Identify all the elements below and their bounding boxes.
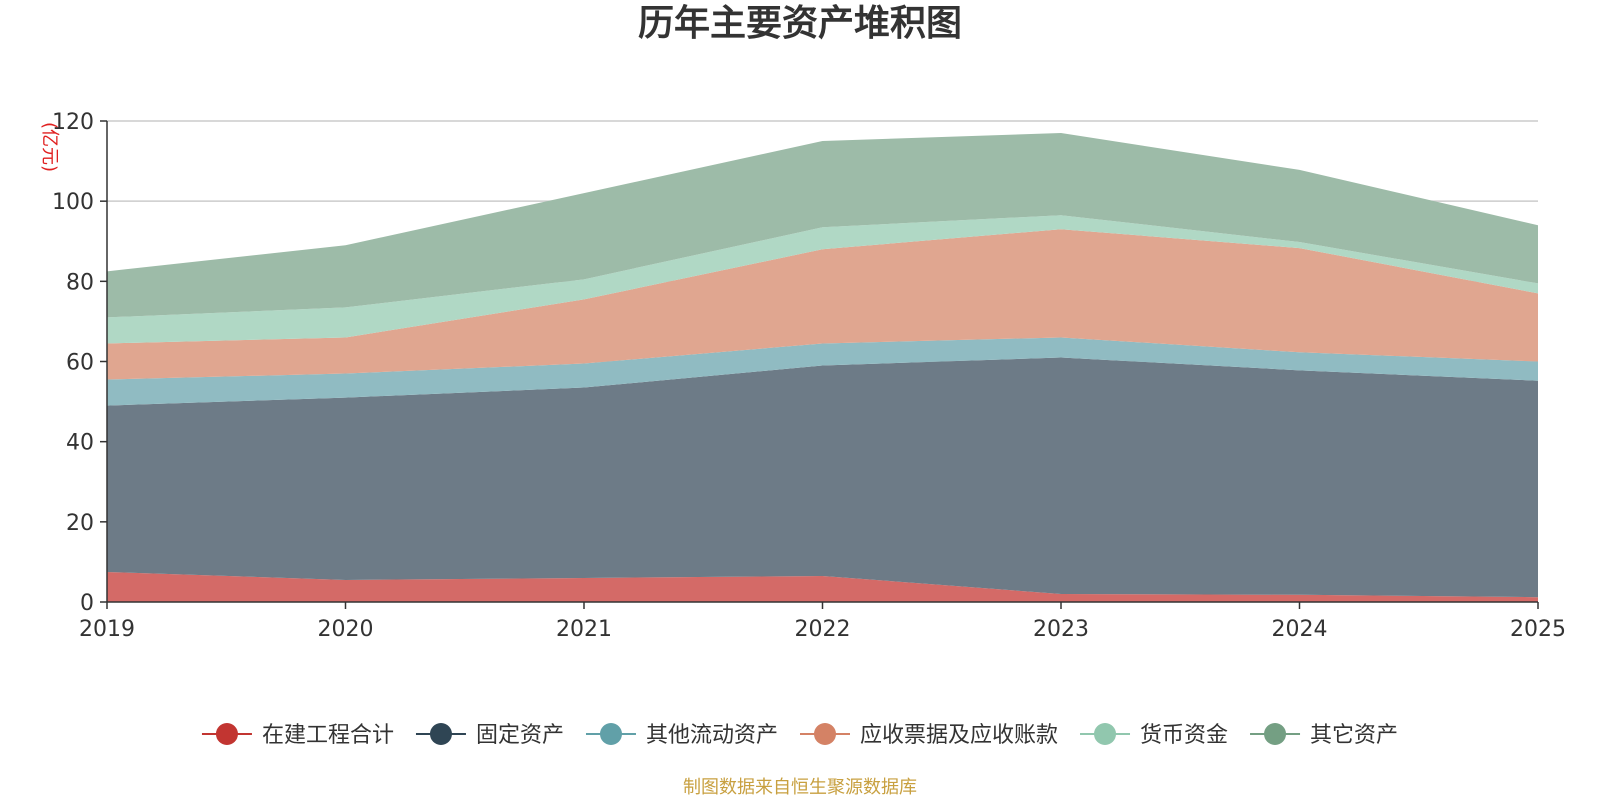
data-point-s5-2025[interactable]	[1535, 222, 1541, 228]
x-tick-label-2023: 2023	[1033, 617, 1089, 642]
area-series-3[interactable]	[107, 229, 1538, 380]
legend: 在建工程合计 固定资产 其他流动资产 应收票据及应收账款 货币资金 其它资产	[201, 723, 1398, 748]
area-series-1[interactable]	[107, 357, 1538, 598]
legend-marker-icon	[814, 723, 836, 745]
data-source-note: 制图数据来自恒生聚源数据库	[683, 777, 917, 798]
x-tick-label-2019: 2019	[79, 617, 135, 642]
area-series-0[interactable]	[107, 571, 1538, 602]
area-series-4[interactable]	[107, 215, 1538, 344]
legend-marker-icon	[429, 723, 452, 745]
legend-marker-icon	[215, 723, 238, 745]
axis-layer: 0 20 40 60 80 100 120 2019 2020 2021 2022 2023 2024 2…	[52, 110, 1566, 642]
x-tick-label-2021: 2021	[556, 617, 612, 642]
y-tick-label-40: 40	[66, 431, 94, 456]
legend-label: 应收票据及应收账款	[860, 723, 1058, 748]
chart-title: 历年主要资产堆积图	[638, 3, 962, 44]
legend-item-2[interactable]: 其他流动资产	[585, 723, 778, 748]
y-tick-label-60: 60	[66, 351, 94, 376]
legend-label: 固定资产	[476, 723, 564, 748]
data-point-s5-2020[interactable]	[343, 242, 349, 248]
data-point-s5-2022[interactable]	[820, 138, 826, 144]
x-tick-label-2024: 2024	[1272, 617, 1328, 642]
x-tick-label-2020: 2020	[318, 617, 374, 642]
legend-item-1[interactable]: 固定资产	[415, 723, 564, 748]
y-tick-label-20: 20	[66, 511, 94, 536]
legend-label: 在建工程合计	[262, 723, 394, 748]
y-tick-label-0: 0	[80, 591, 94, 616]
y-tick-label-80: 80	[66, 270, 94, 295]
legend-marker-icon	[1094, 723, 1117, 745]
legend-label: 其他流动资产	[646, 723, 778, 748]
data-point-s5-2023[interactable]	[1058, 130, 1064, 136]
x-tick-label-2025: 2025	[1510, 617, 1566, 642]
y-axis-unit-label: (亿元)	[39, 122, 60, 172]
y-tick-label-100: 100	[52, 190, 94, 215]
data-point-s5-2021[interactable]	[581, 190, 587, 196]
legend-item-3[interactable]: 应收票据及应收账款	[800, 723, 1058, 748]
y-tick-label-120: 120	[52, 110, 94, 135]
legend-label: 货币资金	[1140, 723, 1228, 748]
area-series-2[interactable]	[107, 337, 1538, 406]
legend-item-5[interactable]: 其它资产	[1250, 723, 1398, 748]
data-point-s5-2024[interactable]	[1297, 167, 1303, 173]
legend-label: 其它资产	[1310, 723, 1398, 748]
area-layer	[107, 130, 1541, 602]
x-tick-label-2022: 2022	[795, 617, 851, 642]
legend-marker-icon	[599, 723, 622, 745]
legend-item-0[interactable]: 在建工程合计	[201, 723, 394, 748]
legend-item-4[interactable]: 货币资金	[1080, 723, 1228, 748]
area-series-5[interactable]	[107, 133, 1538, 318]
legend-marker-icon	[1264, 723, 1287, 745]
